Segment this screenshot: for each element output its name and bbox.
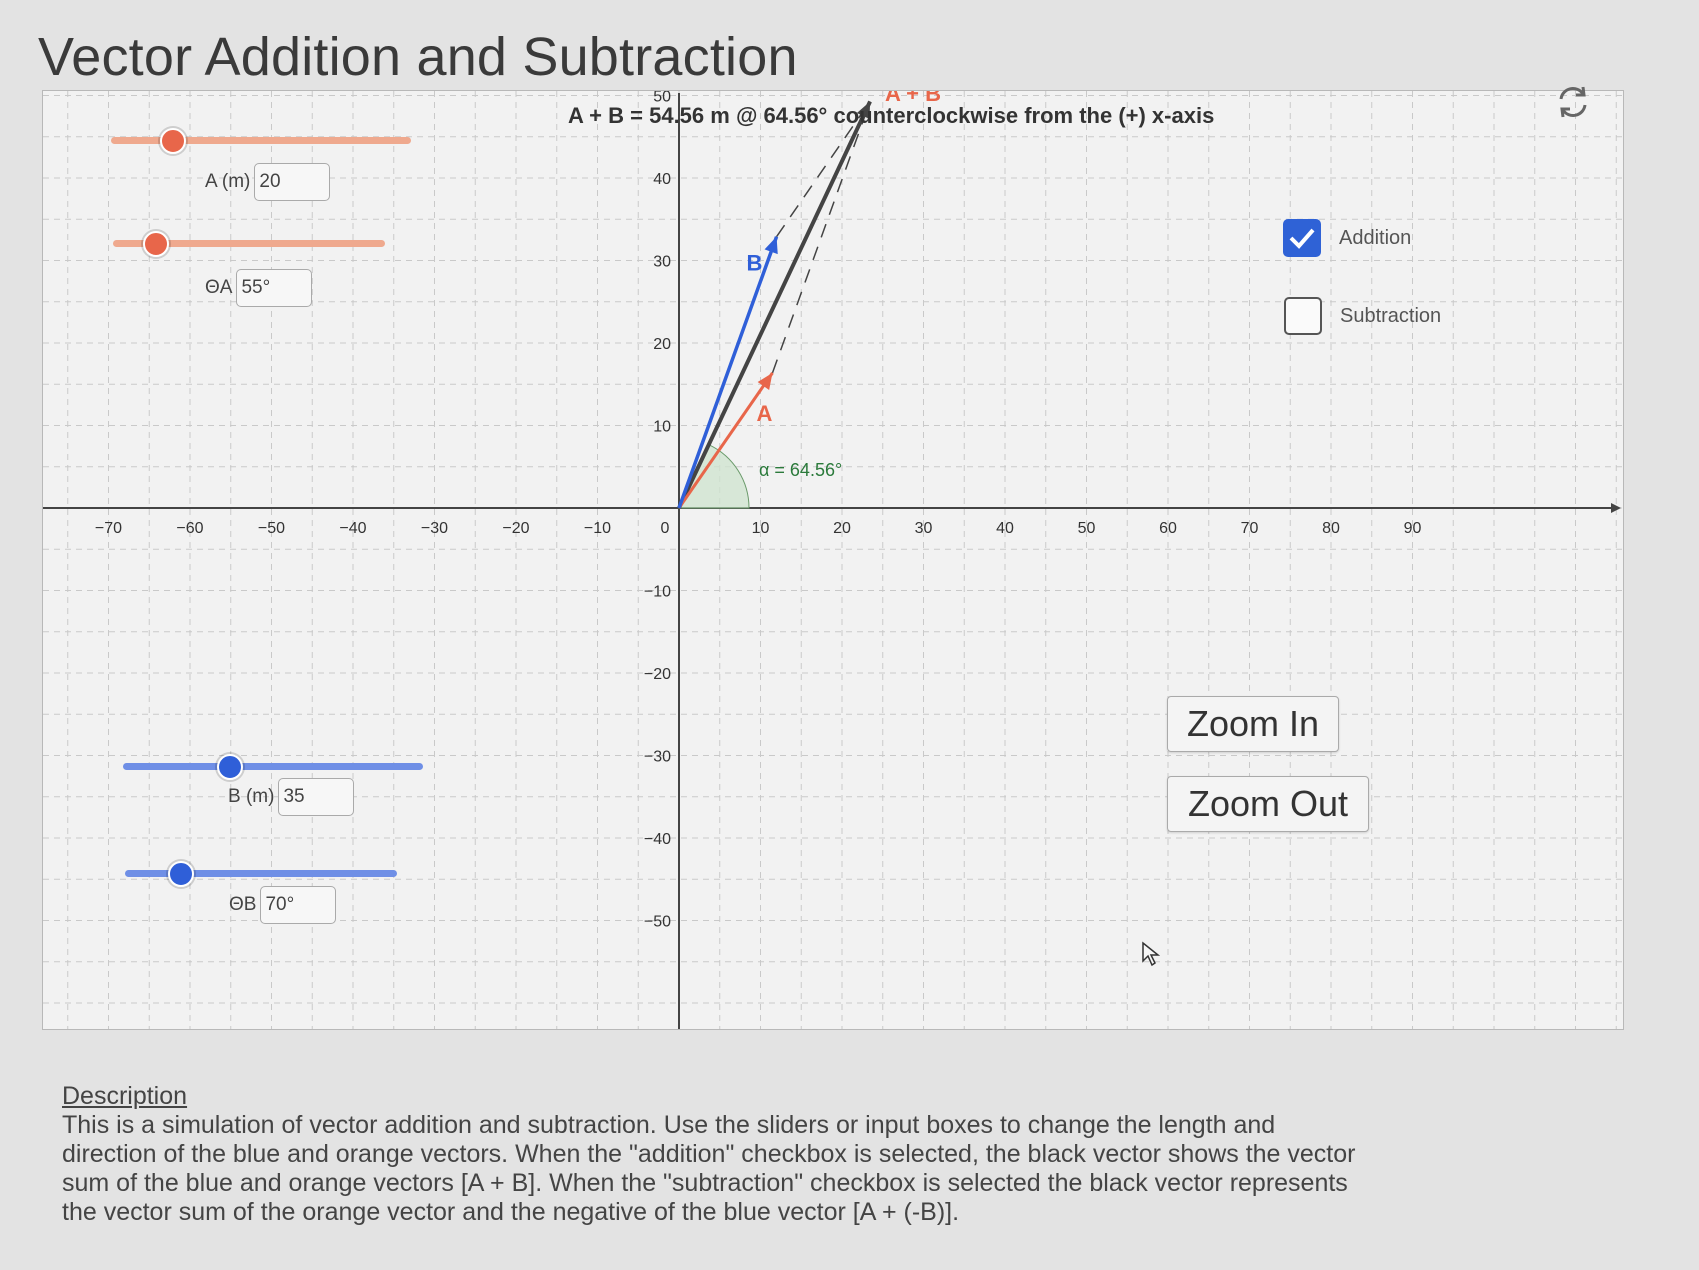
b-from-a-dashed [771, 101, 871, 374]
slider-track [125, 870, 397, 877]
description-heading: Description [62, 1082, 188, 1110]
check-icon [1289, 228, 1315, 249]
a-angle-input[interactable]: 55° [236, 269, 313, 307]
y-tick-label: −30 [644, 749, 671, 766]
vector-a-label: A [756, 401, 772, 426]
addition-checkbox[interactable] [1283, 219, 1321, 257]
y-tick-label: −20 [644, 666, 671, 683]
sum-vector-label: A + B [885, 91, 941, 106]
x-tick-label: 80 [1322, 520, 1340, 537]
a-length-input[interactable]: 20 [254, 163, 331, 201]
field-b-angle: ΘB 70° [229, 886, 337, 924]
field-label: ΘA [205, 277, 233, 298]
b-angle-input[interactable]: 70° [260, 886, 337, 924]
x-tick-label: −50 [258, 520, 285, 537]
field-b-length: B (m) 35 [228, 778, 355, 816]
x-tick-label: 0 [661, 520, 670, 537]
axes [43, 93, 1621, 1029]
x-axis-arrow [1611, 503, 1621, 513]
vector-b [677, 236, 779, 509]
y-tick-label: 30 [653, 254, 671, 271]
alpha-angle-label: α = 64.56° [759, 460, 842, 480]
result-text: A + B = 54.56 m @ 64.56° counterclockwis… [568, 103, 1214, 128]
subtraction-checkbox[interactable] [1284, 297, 1322, 335]
slider-knob[interactable] [168, 861, 195, 887]
x-tick-label: −30 [421, 520, 448, 537]
y-tick-label: −10 [644, 584, 671, 601]
slider-knob[interactable] [142, 231, 169, 257]
x-tick-label: 50 [1078, 520, 1096, 537]
x-tick-label: 10 [752, 520, 770, 537]
x-tick-label: 70 [1241, 520, 1259, 537]
vector-a-head [757, 372, 773, 390]
description: Description This is a simulation of vect… [62, 1082, 1372, 1227]
slider-knob[interactable] [217, 754, 243, 780]
y-tick-label: −40 [644, 831, 671, 848]
description-body: This is a simulation of vector addition … [62, 1111, 1356, 1226]
addition-label: Addition [1339, 226, 1412, 249]
subtraction-checkbox-row[interactable]: Subtraction [1284, 297, 1441, 335]
slider-knob[interactable] [160, 128, 186, 154]
slider-b-angle[interactable] [125, 860, 397, 888]
vector-b-head [764, 236, 778, 255]
x-tick-label: −40 [339, 520, 366, 537]
field-label: B (m) [228, 786, 275, 807]
vectors: AB [677, 100, 872, 509]
field-a-angle: ΘA 55° [205, 269, 313, 307]
a-from-b-dashed [775, 101, 871, 238]
x-tick-label: 90 [1404, 520, 1422, 537]
vector-a [677, 371, 774, 509]
y-tick-label: 50 [653, 91, 671, 106]
slider-a-length[interactable] [111, 127, 411, 155]
geogebra-applet[interactable]: −70 −60 −50 −40 −30 −20 −10 0 10 20 30 40 50 60 70 80 90… [42, 90, 1624, 1030]
slider-track [111, 137, 411, 144]
slider-b-length[interactable] [123, 753, 423, 781]
angle-arc [678, 444, 750, 509]
addition-checkbox-row[interactable]: Addition [1283, 219, 1411, 257]
tick-labels: −70 −60 −50 −40 −30 −20 −10 0 10 20 30 40 50 60 70 80 90… [95, 91, 1422, 931]
field-label: ΘB [229, 894, 257, 915]
mouse-pointer-icon [1142, 941, 1161, 967]
x-tick-label: −10 [584, 520, 611, 537]
x-tick-label: 20 [833, 520, 851, 537]
zoom-in-button[interactable]: Zoom In [1167, 696, 1339, 752]
slider-track [113, 240, 385, 247]
vector-b-label: B [747, 251, 763, 276]
y-tick-label: −50 [644, 914, 671, 931]
y-tick-label: 40 [653, 171, 671, 188]
slider-track [123, 763, 423, 770]
page-title: Vector Addition and Subtraction [38, 27, 798, 87]
refresh-icon[interactable] [1553, 82, 1593, 122]
x-tick-label: −60 [176, 520, 203, 537]
field-label: A (m) [205, 171, 251, 192]
y-tick-label: 20 [653, 336, 671, 353]
x-tick-label: 40 [996, 520, 1014, 537]
x-tick-label: −20 [502, 520, 529, 537]
field-a-length: A (m) 20 [205, 163, 331, 201]
slider-a-angle[interactable] [113, 230, 385, 258]
subtraction-label: Subtraction [1340, 304, 1442, 327]
x-tick-label: 60 [1159, 520, 1177, 537]
vector-sum [677, 100, 872, 509]
alpha-arc [678, 444, 750, 509]
b-length-input[interactable]: 35 [278, 778, 355, 816]
zoom-out-button[interactable]: Zoom Out [1167, 776, 1369, 832]
x-tick-label: −70 [95, 520, 122, 537]
x-tick-label: 30 [915, 520, 933, 537]
y-tick-label: 10 [653, 419, 671, 436]
vector-sum-head [856, 101, 871, 119]
